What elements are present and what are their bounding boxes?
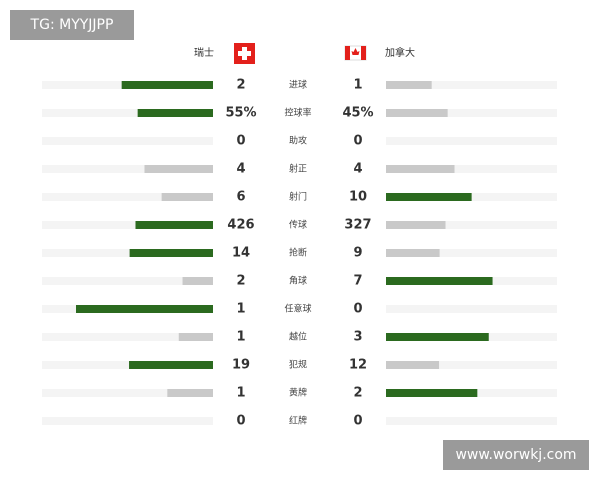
away-value: 4 <box>353 162 362 177</box>
home-value: 14 <box>232 246 250 261</box>
track <box>42 109 213 117</box>
track <box>386 249 557 257</box>
home-value: 6 <box>236 190 245 205</box>
away-value: 0 <box>353 134 362 149</box>
stat-label: 传球 <box>289 219 307 231</box>
away-bar <box>386 249 440 257</box>
stat-label: 犯规 <box>289 360 307 371</box>
home-bar <box>129 249 213 257</box>
away-value: 10 <box>349 190 367 205</box>
away-value: 327 <box>344 218 371 233</box>
stat-label: 任意球 <box>284 303 311 315</box>
track <box>42 221 213 229</box>
home-bar <box>135 221 213 229</box>
away-value: 45% <box>342 106 373 121</box>
track <box>42 277 213 285</box>
home-bar <box>167 389 213 397</box>
track <box>386 361 557 369</box>
away-bar <box>386 361 440 369</box>
away-bar <box>386 81 432 89</box>
home-value: 1 <box>236 386 245 401</box>
home-value: 426 <box>227 218 254 233</box>
stat-label: 抢断 <box>289 247 307 259</box>
away-bar <box>386 333 489 341</box>
home-bar <box>182 277 213 285</box>
away-bar <box>386 221 446 229</box>
track <box>386 81 557 89</box>
stat-label: 越位 <box>289 331 307 343</box>
away-value: 3 <box>353 330 362 345</box>
home-value: 19 <box>232 358 250 373</box>
track <box>42 193 213 201</box>
away-value: 7 <box>353 274 362 289</box>
home-bar <box>137 109 213 117</box>
stat-label: 控球率 <box>284 107 311 119</box>
away-value: 12 <box>349 358 367 373</box>
stat-label: 进球 <box>289 79 307 91</box>
stat-label: 射正 <box>289 163 307 175</box>
track <box>42 249 213 257</box>
away-team: 加拿大 <box>385 46 415 59</box>
away-bar <box>386 193 472 201</box>
track <box>42 361 213 369</box>
home-bar <box>161 193 213 201</box>
stat-label: 助攻 <box>289 135 307 147</box>
home-value: 0 <box>236 134 245 149</box>
home-value: 1 <box>236 330 245 345</box>
home-bar <box>144 165 213 173</box>
stat-label: 角球 <box>289 275 307 287</box>
track <box>386 417 557 425</box>
track <box>386 165 557 173</box>
home-bar <box>178 333 213 341</box>
away-bar <box>386 109 448 117</box>
watermark-box <box>10 10 134 40</box>
home-bar <box>121 81 213 89</box>
home-bar <box>76 305 213 313</box>
home-bar <box>129 361 213 369</box>
away-value: 9 <box>353 246 362 261</box>
home-value: 55% <box>225 106 256 121</box>
track <box>386 109 557 117</box>
track <box>42 137 213 145</box>
home-value: 0 <box>236 414 245 429</box>
track <box>386 137 557 145</box>
home-value: 2 <box>236 274 245 289</box>
away-bar <box>386 277 493 285</box>
home-value: 4 <box>236 162 245 177</box>
stat-label: 黄牌 <box>289 387 307 399</box>
stat-label: 红牌 <box>289 415 307 427</box>
stat-label: 射门 <box>289 191 307 203</box>
away-value: 0 <box>353 414 362 429</box>
track <box>42 389 213 397</box>
away-bar <box>386 389 478 397</box>
away-value: 0 <box>353 302 362 317</box>
track <box>386 221 557 229</box>
track <box>42 417 213 425</box>
away-bar <box>386 165 455 173</box>
away-value: 2 <box>353 386 362 401</box>
watermark-top: TG: MYYJJPP <box>30 17 114 33</box>
home-team: 瑞士 <box>194 46 214 59</box>
home-value: 1 <box>236 302 245 317</box>
away-value: 1 <box>353 78 362 93</box>
swiss-flag <box>234 43 255 64</box>
track <box>42 333 213 341</box>
track <box>386 305 557 313</box>
home-value: 2 <box>236 78 245 93</box>
canada-flag <box>344 45 367 61</box>
watermark-box <box>443 440 589 470</box>
track <box>42 165 213 173</box>
watermark-bottom: www.worwkj.com <box>455 447 576 463</box>
